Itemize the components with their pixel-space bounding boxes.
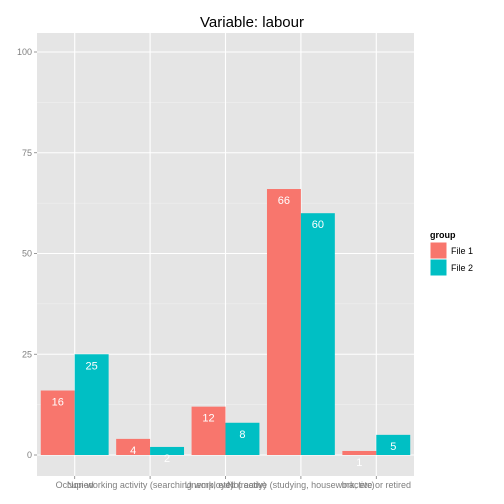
legend-label: File 2	[451, 263, 473, 273]
bar	[40, 390, 75, 455]
x-tick-label: Not active (studying, housework, etc)	[227, 480, 375, 490]
bar	[74, 354, 109, 455]
x-tick-label: Inactive or retired	[342, 480, 412, 490]
x-tick-label: Unemployed (ready)	[185, 480, 267, 490]
data-label: 5	[390, 441, 396, 453]
x-tick-label: Non-working activity (searching work, et…	[67, 480, 234, 490]
chart-title: Variable: labour	[200, 14, 304, 31]
bar	[342, 450, 377, 455]
data-label: 8	[239, 429, 245, 441]
legend: group File 1 File 2	[429, 230, 473, 277]
y-tick-label: 100	[17, 47, 32, 57]
data-label: 4	[130, 445, 136, 457]
data-label: 1	[356, 457, 362, 469]
legend-title: group	[430, 230, 456, 240]
data-label: 16	[52, 397, 64, 409]
data-label: 2	[164, 453, 170, 465]
y-tick-label: 75	[22, 148, 32, 158]
data-label: 66	[278, 195, 290, 207]
bar	[150, 446, 185, 455]
y-tick-label: 50	[22, 249, 32, 259]
data-label: 60	[312, 219, 324, 231]
data-label: 12	[202, 413, 214, 425]
bar	[266, 189, 301, 455]
y-tick-label: 0	[27, 450, 32, 460]
bars	[40, 189, 411, 455]
bar	[225, 422, 260, 455]
legend-key	[429, 258, 448, 277]
bar	[376, 434, 411, 455]
bar-value-labels: 16 4 12 66 1 25 2 8 60 5	[52, 195, 397, 469]
bar	[191, 406, 226, 455]
legend-key	[429, 241, 448, 260]
y-axis: 0 25 50 75 100	[17, 47, 37, 460]
x-tick-label: Occupied	[56, 480, 94, 490]
bar	[116, 438, 151, 455]
legend-label: File 1	[451, 246, 473, 256]
bar	[300, 213, 335, 455]
data-label: 25	[86, 360, 98, 372]
y-tick-label: 25	[22, 349, 32, 359]
